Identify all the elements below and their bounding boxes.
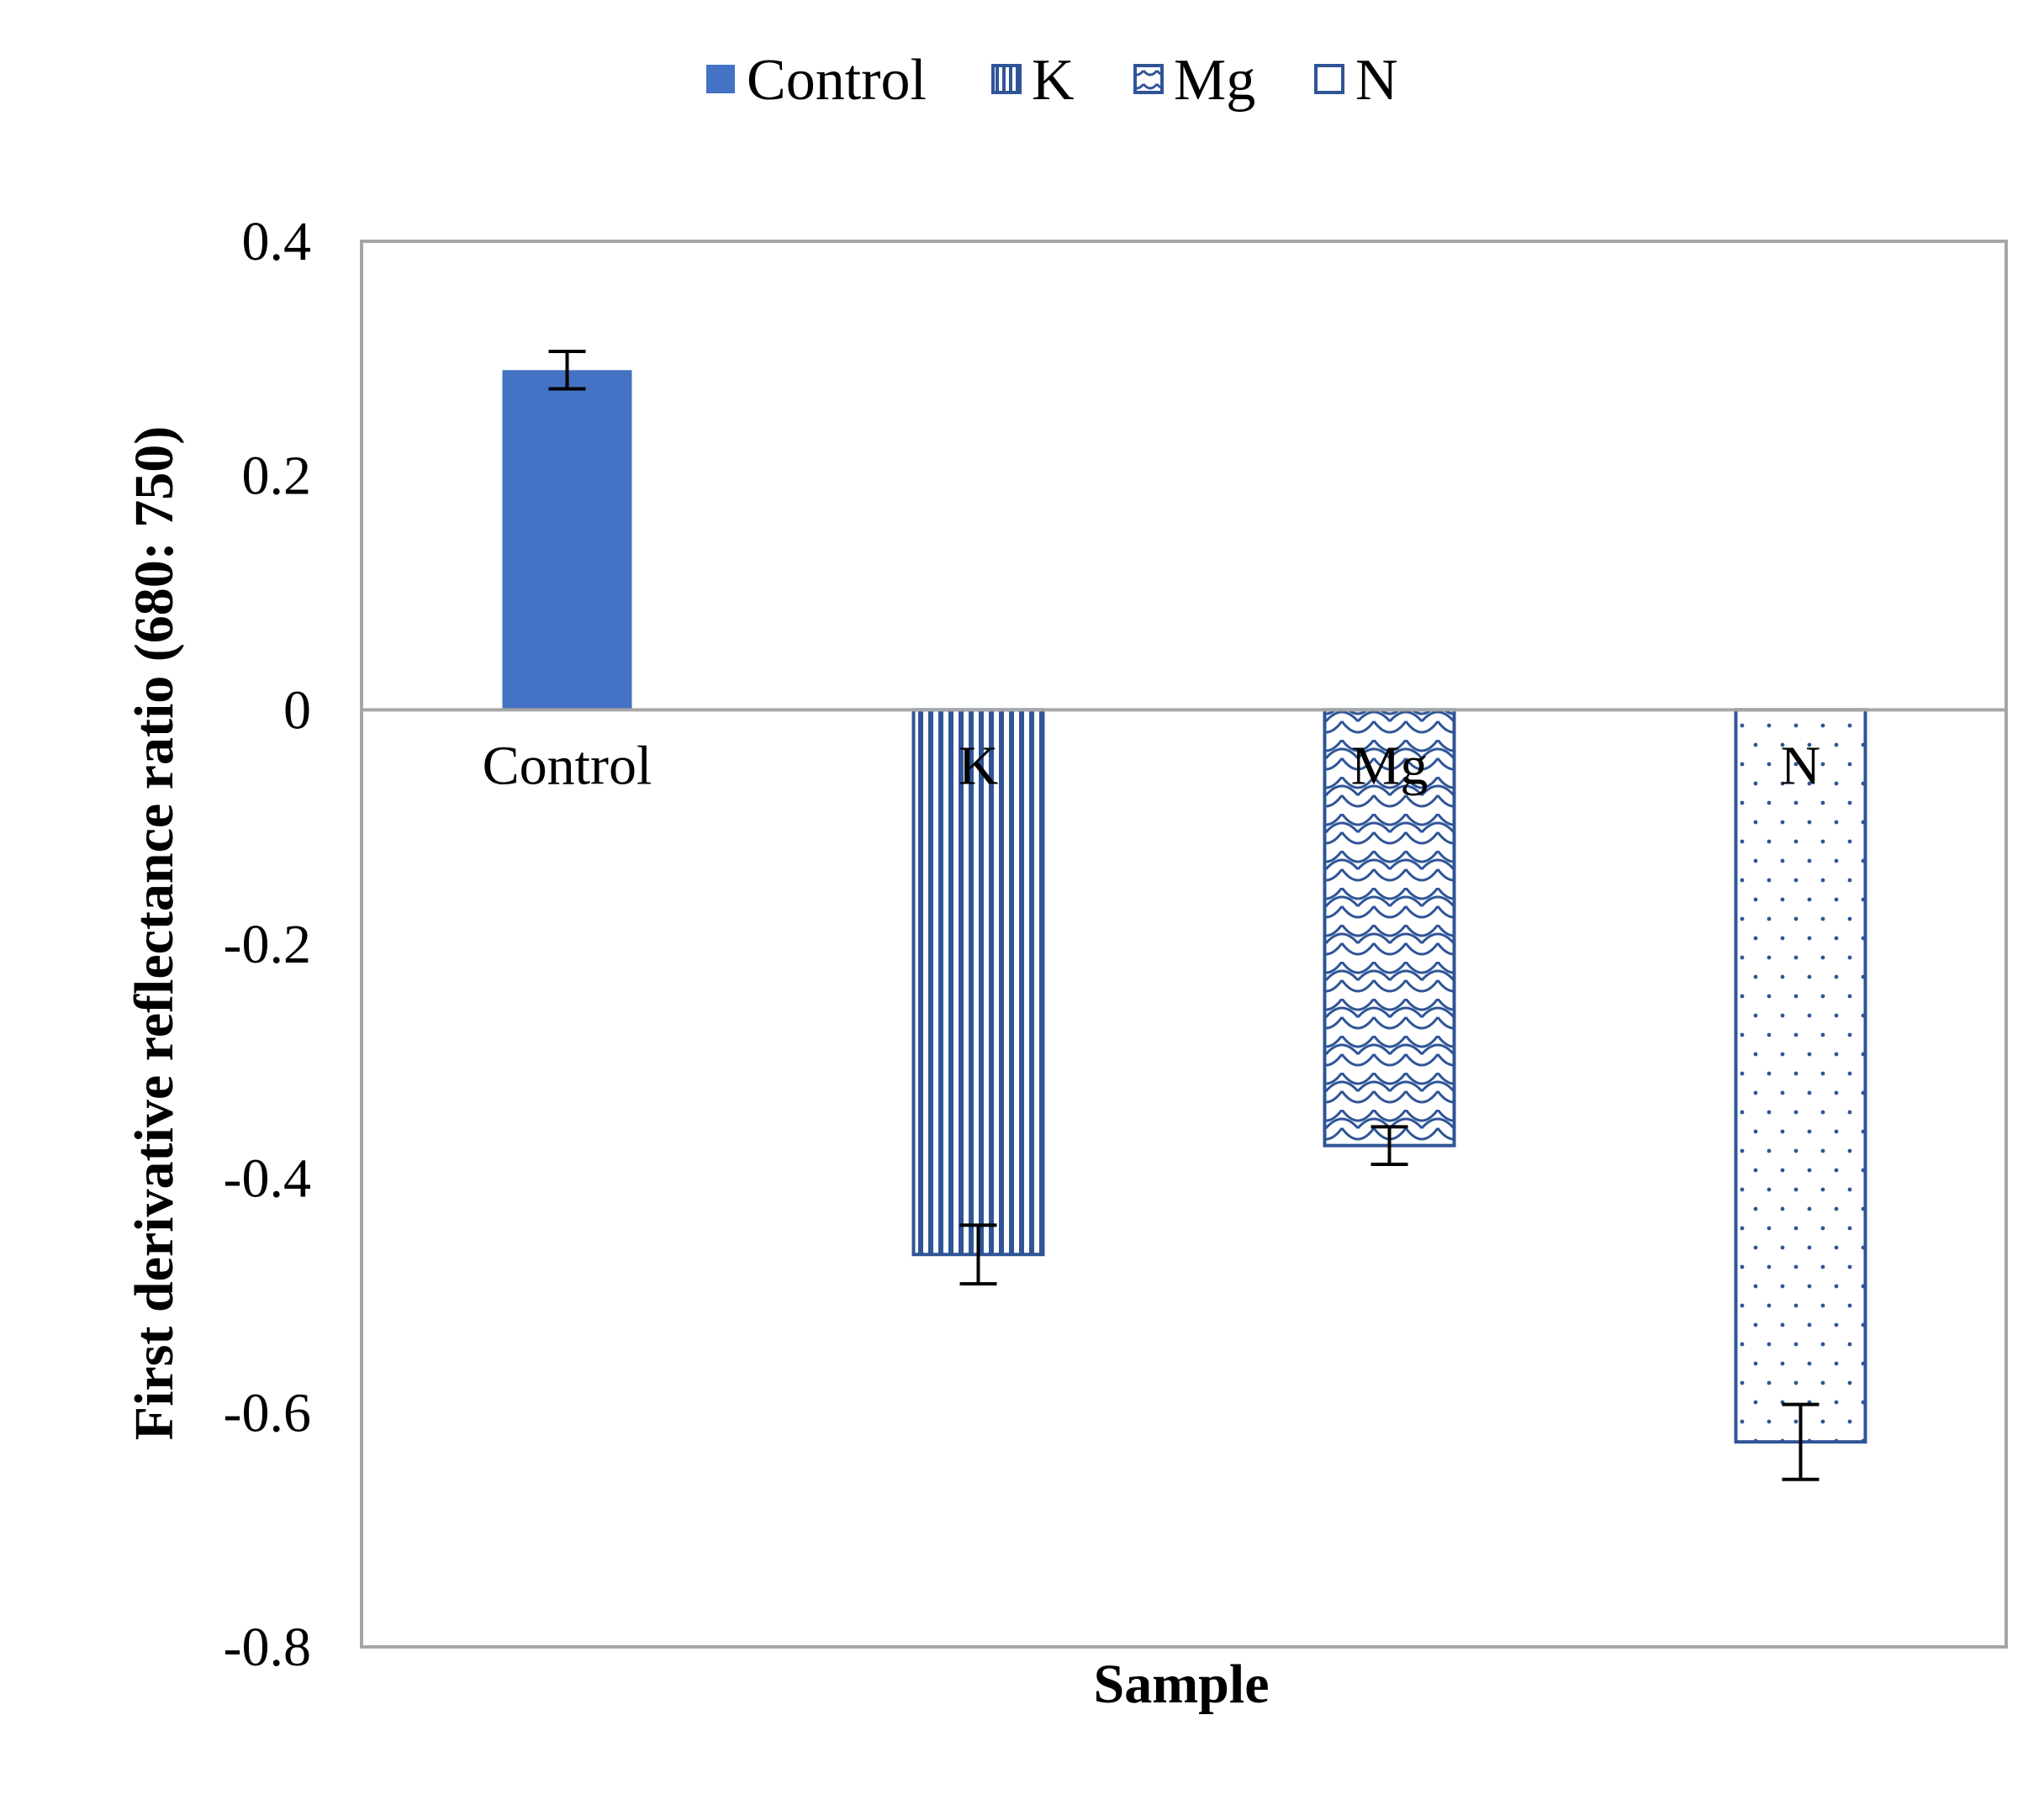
legend-item-n[interactable]: N [1314,48,1398,113]
legend: Control K Mg N [706,48,1398,113]
y-tick-label: -0.4 [224,1148,311,1210]
x-axis-title: Sample [1093,1654,1269,1715]
error-bar-n [1782,1402,1820,1481]
legend-item-mg[interactable]: Mg [1133,48,1255,113]
y-tick-label: -0.2 [224,914,311,975]
legend-label-n: N [1355,48,1398,113]
legend-swatch-k [991,64,1022,94]
x-tick-label: Control [483,735,652,796]
legend-label-k: K [1032,48,1075,113]
error-bar-k [959,1223,997,1286]
y-tick-label: -0.6 [224,1382,311,1443]
legend-swatch-mg [1133,64,1164,94]
legend-item-k[interactable]: K [991,48,1075,113]
category-labels: Control K Mg N [483,735,1821,796]
legend-label-control: Control [747,48,927,113]
bar-control[interactable] [502,370,632,710]
y-axis: 0.4 0.2 0 -0.2 -0.4 -0.6 -0.8 [224,211,311,1678]
y-tick-label: 0.4 [242,211,312,272]
error-bar-control [548,349,586,391]
x-tick-label: K [959,735,999,796]
legend-swatch-n [1314,64,1344,94]
y-axis-title: First derivative reflectance ratio (680:… [124,426,185,1440]
legend-label-mg: Mg [1174,48,1255,113]
bar-mg[interactable] [1323,708,1456,1148]
y-tick-label: -0.8 [224,1617,311,1678]
legend-swatch-control [706,65,735,93]
x-tick-label: Mg [1351,735,1429,796]
error-bar-mg [1371,1125,1408,1166]
bars [502,370,1867,1444]
bar-n[interactable] [1734,708,1867,1444]
plot-area-frame [360,240,2008,1649]
legend-item-control[interactable]: Control [706,48,927,113]
y-tick-label: 0 [283,679,311,741]
error-bars [548,349,1820,1481]
y-tick-label: 0.2 [242,446,312,507]
x-tick-label: N [1781,735,1821,796]
